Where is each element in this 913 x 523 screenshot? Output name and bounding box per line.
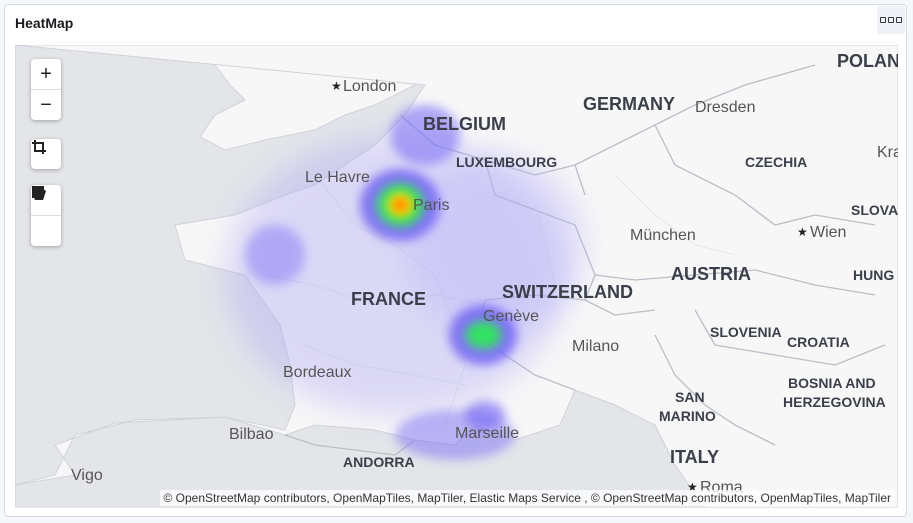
label-luxembourg: LUXEMBOURG (456, 154, 557, 170)
heatmap-panel: HeatMap (4, 4, 907, 517)
capital-star-icon: ★ (331, 79, 342, 93)
panel-options-button[interactable] (877, 6, 905, 34)
label-lehavre: Le Havre (305, 169, 370, 186)
label-germany: GERMANY (583, 94, 675, 114)
label-italy: ITALY (670, 447, 719, 467)
label-czechia: CZECHIA (745, 154, 807, 170)
crop-controls (31, 139, 61, 169)
label-bosnia-2: HERZEGOVINA (783, 394, 886, 410)
label-croatia: CROATIA (787, 334, 850, 350)
label-milano: Milano (572, 338, 619, 355)
label-geneve: Genève (483, 308, 539, 325)
rectangle-icon (32, 186, 44, 198)
zoom-out-button[interactable]: − (31, 89, 61, 120)
label-marseille: Marseille (455, 425, 519, 442)
map-canvas[interactable]: POLAN GERMANY BELGIUM LUXEMBOURG CZECHIA… (15, 45, 898, 508)
options-dot-icon (880, 17, 886, 23)
map-svg: POLAN GERMANY BELGIUM LUXEMBOURG CZECHIA… (15, 45, 898, 508)
map-attribution[interactable]: © OpenStreetMap contributors, OpenMapTil… (160, 490, 894, 506)
label-paris: Paris (413, 197, 449, 214)
label-andorra: ANDORRA (343, 454, 415, 470)
label-switzerland: SWITZERLAND (502, 282, 633, 302)
zoom-controls: + − (31, 59, 61, 120)
label-london: London (343, 78, 396, 95)
label-france: FRANCE (351, 289, 426, 309)
label-slovakia: SLOVA (851, 202, 898, 218)
label-bilbao: Bilbao (229, 426, 274, 443)
draw-controls (31, 185, 61, 246)
label-poland: POLAN (837, 51, 898, 71)
label-sanmarino-1: SAN (675, 389, 705, 405)
label-bordeaux: Bordeaux (283, 364, 352, 381)
zoom-in-button[interactable]: + (40, 62, 52, 85)
map-labels: POLAN GERMANY BELGIUM LUXEMBOURG CZECHIA… (71, 51, 898, 496)
label-wien: Wien (810, 224, 846, 241)
label-hungary: HUNG (853, 267, 894, 283)
crop-button[interactable] (31, 139, 61, 169)
options-dot-icon (888, 17, 894, 23)
options-dot-icon (896, 17, 902, 23)
label-vigo: Vigo (71, 467, 103, 484)
capital-star-icon: ★ (687, 480, 698, 494)
label-krakow: Kra (877, 144, 898, 161)
crop-icon (32, 140, 46, 154)
panel-title: HeatMap (15, 15, 74, 31)
label-sanmarino-2: MARINO (659, 408, 716, 424)
label-austria: AUSTRIA (671, 264, 751, 284)
label-munchen: München (630, 227, 696, 244)
heat-layer (225, 105, 585, 460)
label-bosnia-1: BOSNIA AND (788, 375, 876, 391)
capital-star-icon: ★ (797, 225, 808, 239)
label-slovenia: SLOVENIA (710, 324, 782, 340)
draw-rectangle-button[interactable] (31, 186, 61, 246)
label-belgium: BELGIUM (423, 114, 506, 134)
label-dresden: Dresden (695, 99, 755, 116)
